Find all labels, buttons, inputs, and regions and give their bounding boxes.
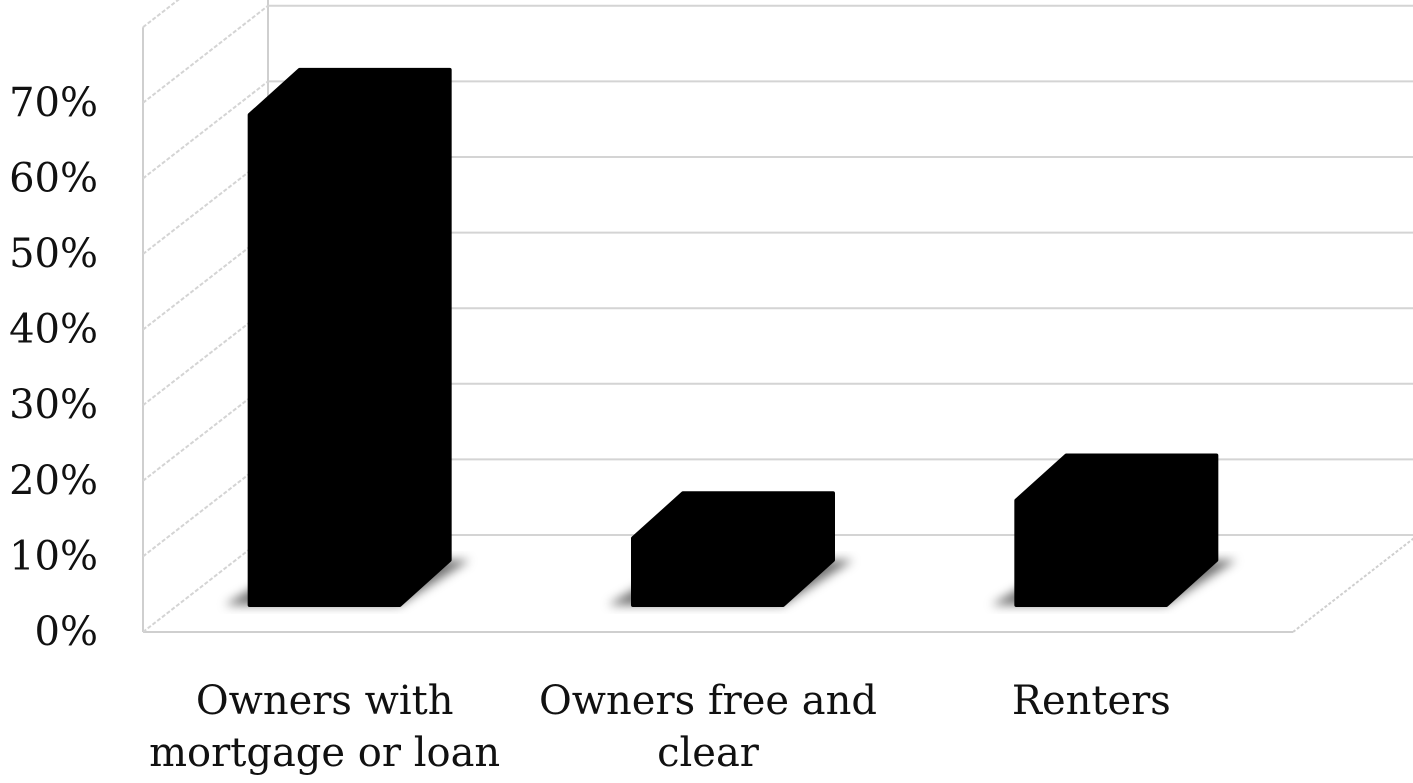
x-category-label-line: Renters [1012,678,1171,724]
x-category-label: Owners free and clear [539,678,877,776]
x-category-label-line: mortgage or loan [149,730,500,776]
x-category-label-line: Owners free and [539,678,877,724]
y-tick-label: 30% [9,382,98,428]
gridline-side-diagonal [142,5,269,104]
gridline-side-diagonal [142,383,269,482]
gridline-side-diagonal [142,80,269,180]
gridline-side-diagonal [142,458,269,558]
gridlines [142,0,1413,633]
bars [247,67,1219,607]
y-tick-label: 70% [9,80,98,126]
bar [631,491,835,607]
x-category-label: Owners with mortgage or loan [149,678,500,776]
gridline-side-diagonal [142,231,269,331]
y-tick-label: 50% [9,231,98,277]
gridline-side-diagonal [142,307,269,406]
y-axis-tick-labels: 0% 10% 20% 30% 40% 50% 60% 70% [9,80,98,655]
x-category-label-line: clear [657,730,760,776]
bar [1014,453,1219,607]
gridline-side-diagonal [142,156,269,255]
y-tick-label: 0% [35,609,98,655]
floor-right-edge [1292,537,1413,633]
x-category-label: Renters [1012,678,1171,724]
y-tick-label: 40% [9,307,98,353]
x-category-label-line: Owners with [196,678,454,724]
x-axis-category-labels: Owners with mortgage or loan Owners free a… [149,678,1171,776]
gridline-side-diagonal [142,534,269,633]
gridline-side-diagonal [142,0,180,28]
y-tick-label: 60% [9,155,98,201]
y-tick-label: 10% [9,533,98,579]
y-tick-label: 20% [9,458,98,504]
bar [247,67,452,607]
